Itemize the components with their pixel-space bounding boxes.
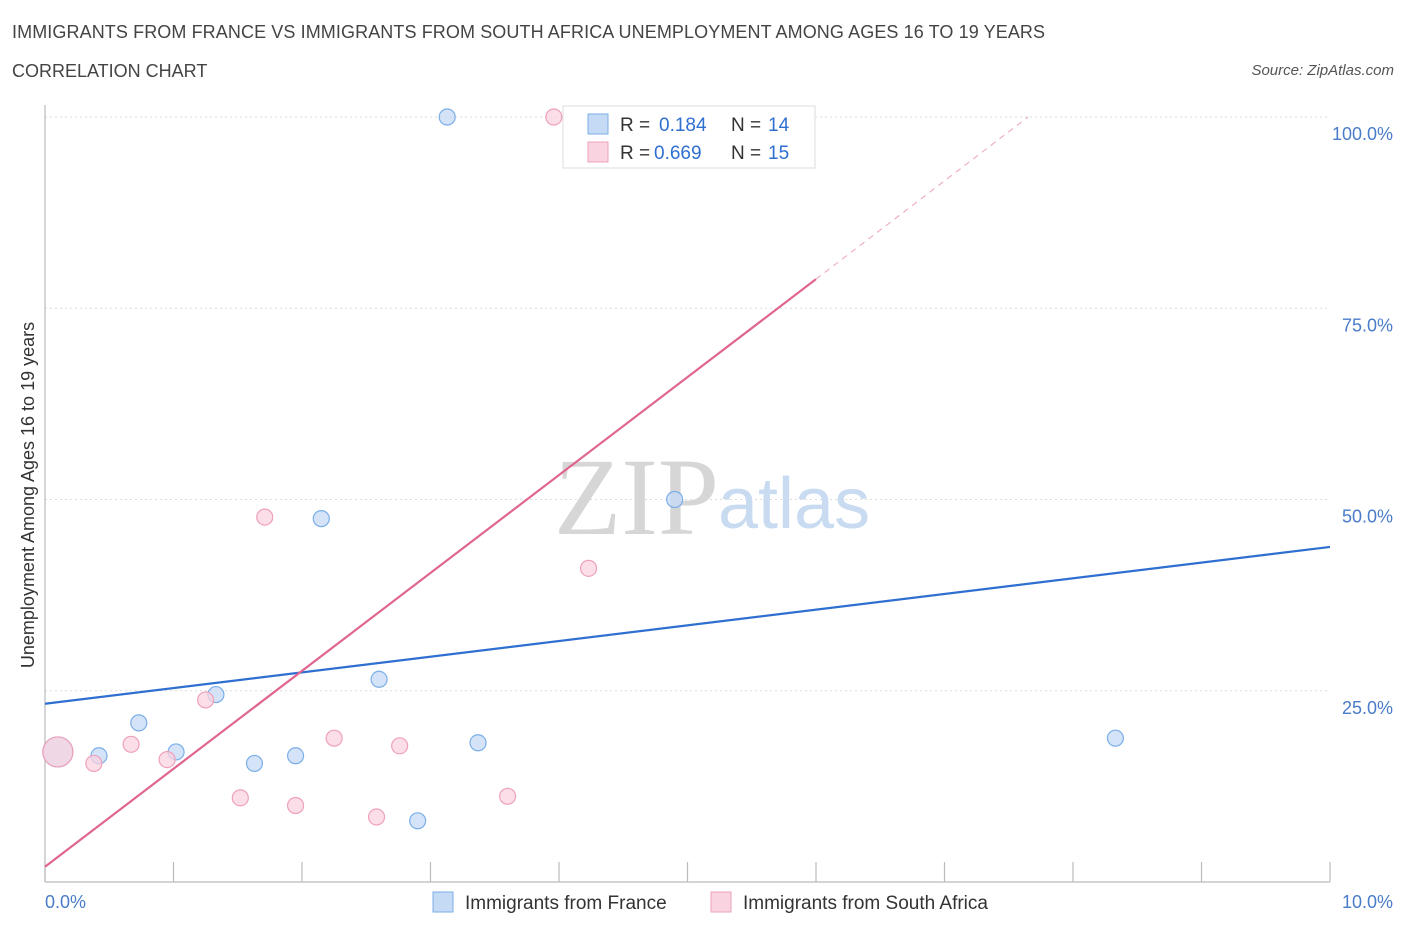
source-label: Source: ZipAtlas.com <box>1251 62 1394 79</box>
x-tick-label: 10.0% <box>1342 892 1393 912</box>
chart-title: IMMIGRANTS FROM FRANCE VS IMMIGRANTS FRO… <box>12 22 1046 42</box>
legend-label-south-africa: Immigrants from South Africa <box>743 893 988 914</box>
stats-legend-box: R = 0.184 N = 14 R = 0.669 N = 15 <box>562 105 816 169</box>
y-tick-label: 75.0% <box>1342 315 1393 335</box>
y-axis-label: Unemployment Among Ages 16 to 19 years <box>18 322 38 668</box>
trend-lines <box>44 116 1331 868</box>
trend-line-series-1 <box>44 278 817 868</box>
stats-n-label-france: N = <box>731 115 761 136</box>
data-point-series-0 <box>370 670 388 688</box>
stats-n-value-france: 14 <box>768 115 790 136</box>
data-point-series-1 <box>579 559 598 577</box>
watermark-atlas: atlas <box>718 464 870 544</box>
data-point-series-0 <box>1106 729 1125 747</box>
data-points <box>42 108 1125 830</box>
data-point-series-0 <box>245 754 264 773</box>
legend-label-france: Immigrants from France <box>465 893 667 914</box>
series-legend: Immigrants from France Immigrants from S… <box>432 891 988 914</box>
legend-swatch-france <box>432 891 454 913</box>
y-tick-label: 50.0% <box>1342 507 1393 527</box>
data-point-series-1 <box>391 737 409 755</box>
stats-r-label-france: R = <box>620 115 650 136</box>
axes <box>44 105 1331 883</box>
stats-r-label-south-africa: R = <box>620 143 650 164</box>
data-point-series-1 <box>85 754 103 773</box>
trend-line-series-0 <box>44 545 1331 705</box>
data-point-series-1 <box>42 736 74 768</box>
data-point-series-1 <box>158 750 176 769</box>
data-point-series-1 <box>499 787 517 805</box>
stats-n-value-south-africa: 15 <box>768 143 789 164</box>
y-tick-label: 100.0% <box>1332 124 1393 144</box>
gridlines <box>45 116 1330 692</box>
legend-swatch-south-africa <box>710 891 732 913</box>
data-point-series-0 <box>666 490 684 509</box>
data-point-series-1 <box>231 789 249 807</box>
x-tick-label: 0.0% <box>45 892 86 912</box>
y-tick-label: 25.0% <box>1342 698 1393 718</box>
data-point-series-1 <box>256 508 274 526</box>
stats-r-value-south-africa: 0.669 <box>654 143 702 164</box>
data-point-series-0 <box>469 734 487 752</box>
stats-r-value-france: 0.184 <box>659 115 707 136</box>
tick-labels: 100.0% 75.0% 50.0% 25.0% 0.0% 10.0% <box>45 124 1393 912</box>
data-point-series-1 <box>197 691 215 709</box>
watermark-zip: ZIP <box>554 436 719 558</box>
stats-swatch-south-africa <box>587 141 609 163</box>
data-point-series-1 <box>122 735 140 753</box>
stats-swatch-france <box>587 113 609 135</box>
data-point-series-0 <box>286 747 305 765</box>
stats-n-label-south-africa: N = <box>731 143 761 164</box>
data-point-series-1 <box>286 796 305 815</box>
data-point-series-1 <box>367 808 386 826</box>
trend-line-extension-series-1 <box>815 116 1029 280</box>
data-point-series-0 <box>438 108 456 126</box>
data-point-series-0 <box>409 812 427 830</box>
chart-subtitle: CORRELATION CHART <box>12 61 208 81</box>
data-point-series-0 <box>312 510 330 528</box>
data-point-series-0 <box>130 714 148 732</box>
data-point-series-1 <box>325 729 343 747</box>
watermark: ZIP atlas <box>554 436 870 558</box>
data-point-series-1 <box>545 108 563 126</box>
